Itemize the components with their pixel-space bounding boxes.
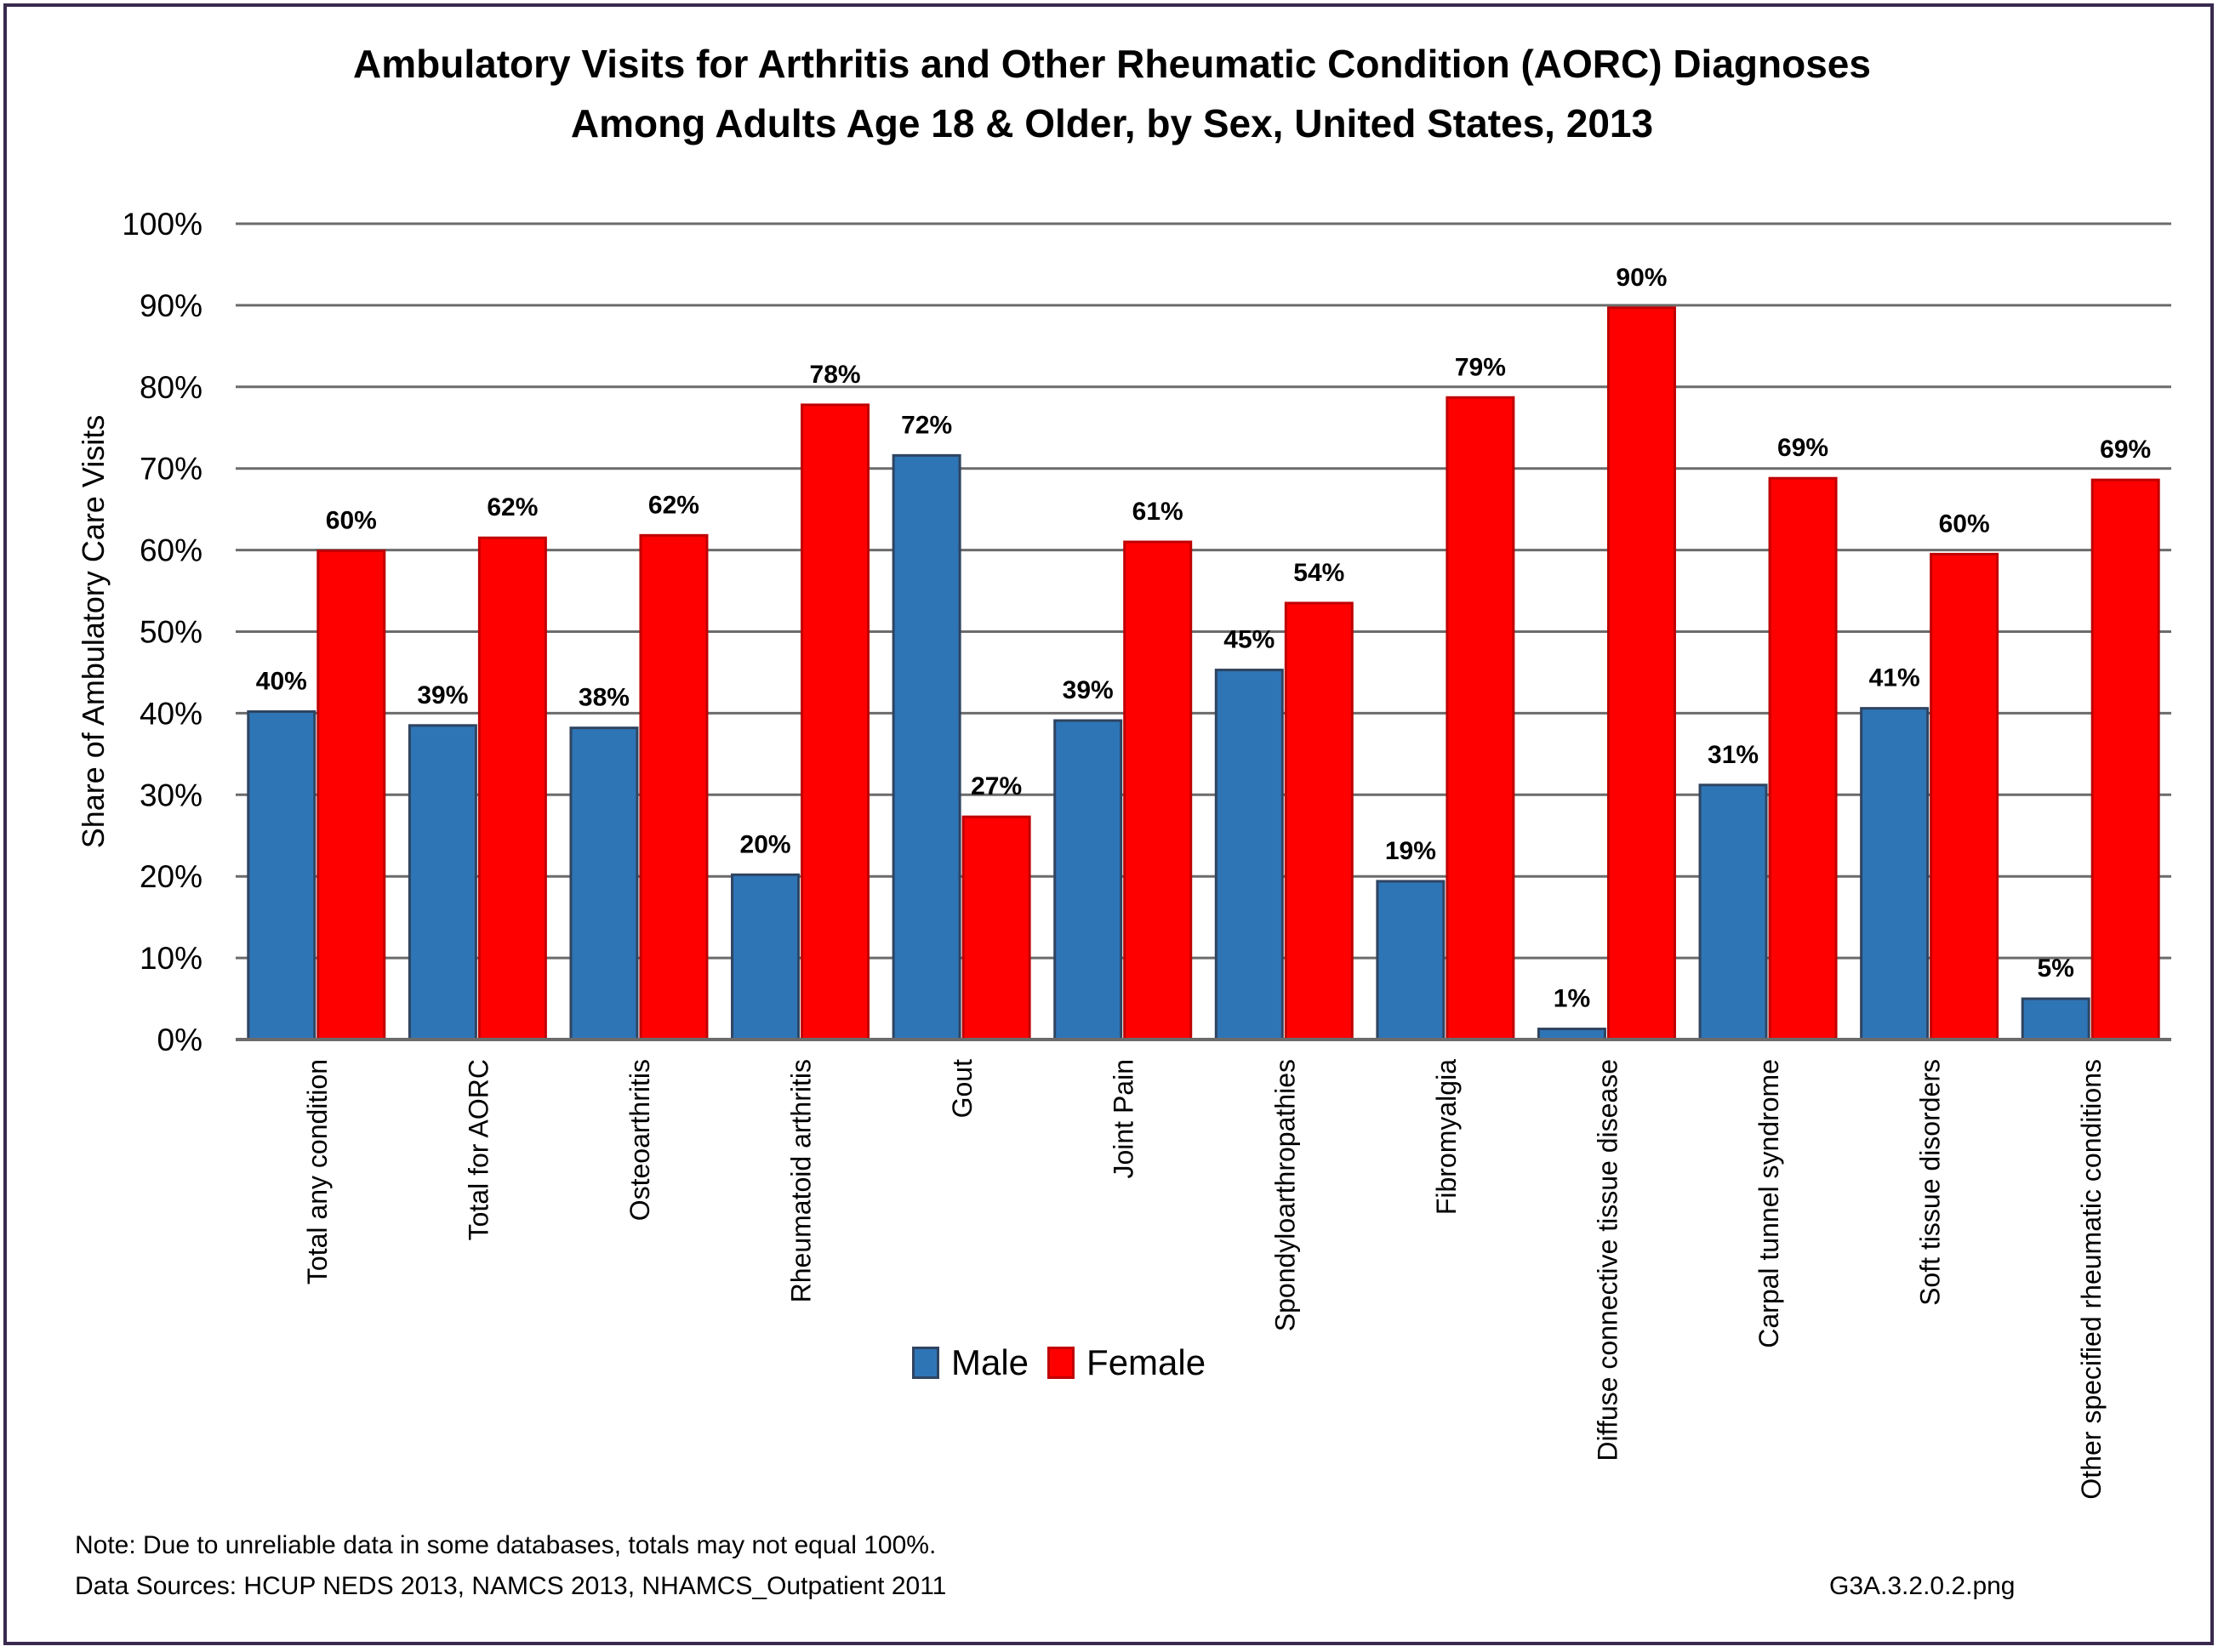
legend: Male Female bbox=[912, 1342, 1206, 1383]
y-tick-label: 30% bbox=[140, 778, 202, 812]
data-label-female: 69% bbox=[2100, 436, 2151, 464]
footnote: Note: Due to unreliable data in some dat… bbox=[75, 1531, 937, 1559]
y-tick-label: 80% bbox=[140, 370, 202, 405]
bar-female bbox=[316, 550, 386, 1041]
data-label-female: 62% bbox=[648, 491, 699, 519]
bar-male bbox=[569, 726, 639, 1041]
legend-label-female: Female bbox=[1086, 1342, 1206, 1382]
x-tick-label: Osteoarthritis bbox=[624, 1059, 655, 1221]
bar-male bbox=[731, 873, 801, 1041]
data-label-male: 31% bbox=[1708, 741, 1759, 769]
x-tick-label: Other specified rheumatic conditions bbox=[2076, 1059, 2107, 1500]
bar-female bbox=[1446, 396, 1515, 1041]
data-label-female: 54% bbox=[1293, 559, 1344, 587]
y-tick-label: 60% bbox=[140, 533, 202, 568]
y-tick-label: 40% bbox=[140, 696, 202, 731]
data-label-male: 40% bbox=[256, 667, 307, 695]
data-label-female: 79% bbox=[1455, 353, 1506, 381]
bar-female bbox=[477, 536, 547, 1041]
filename-label: G3A.3.2.0.2.png bbox=[1829, 1572, 2016, 1600]
y-tick-label: 10% bbox=[140, 941, 202, 976]
chart-frame bbox=[3, 3, 2214, 1645]
y-tick-label: 50% bbox=[140, 615, 202, 650]
bar-female bbox=[1284, 601, 1354, 1041]
bar-female bbox=[2090, 478, 2160, 1041]
y-tick-label: 70% bbox=[140, 452, 202, 487]
y-tick-label: 20% bbox=[140, 859, 202, 894]
data-label-female: 27% bbox=[971, 772, 1022, 800]
x-tick-label: Soft tissue disorders bbox=[1915, 1059, 1946, 1306]
legend-label-male: Male bbox=[951, 1342, 1029, 1382]
data-label-male: 20% bbox=[740, 830, 791, 858]
bar-female bbox=[1123, 540, 1193, 1041]
data-label-male: 41% bbox=[1869, 664, 1920, 692]
bar-female bbox=[1768, 476, 1838, 1041]
data-label-male: 45% bbox=[1223, 626, 1275, 654]
data-label-male: 1% bbox=[1554, 985, 1590, 1013]
y-tick-label: 90% bbox=[140, 288, 202, 323]
x-tick-label: Joint Pain bbox=[1109, 1059, 1139, 1179]
y-axis-label: Share of Ambulatory Care Visits bbox=[76, 415, 111, 849]
y-tick-label: 0% bbox=[157, 1023, 202, 1057]
data-label-female: 90% bbox=[1616, 264, 1667, 292]
legend-swatch-female bbox=[1047, 1347, 1075, 1379]
bar-female bbox=[1930, 552, 1999, 1041]
bar-male bbox=[1053, 719, 1123, 1041]
data-label-male: 39% bbox=[417, 681, 468, 709]
bar-male bbox=[2021, 997, 2090, 1041]
data-sources: Data Sources: HCUP NEDS 2013, NAMCS 2013… bbox=[75, 1572, 947, 1600]
legend-swatch-male bbox=[912, 1347, 939, 1379]
data-label-female: 60% bbox=[326, 507, 377, 535]
data-label-female: 78% bbox=[810, 361, 861, 389]
data-label-male: 72% bbox=[901, 411, 952, 439]
bar-male bbox=[1860, 707, 1930, 1041]
bar-male bbox=[1376, 880, 1446, 1041]
bar-female bbox=[801, 403, 870, 1041]
bar-male bbox=[892, 453, 961, 1041]
bar-male bbox=[408, 724, 477, 1041]
data-label-female: 62% bbox=[487, 493, 538, 521]
x-tick-label: Spondyloarthropathies bbox=[1269, 1059, 1300, 1331]
x-tick-label: Carpal tunnel syndrome bbox=[1754, 1059, 1784, 1348]
x-tick-label: Diffuse connective tissue disease bbox=[1592, 1059, 1622, 1461]
bar-female bbox=[639, 533, 709, 1041]
bar-female bbox=[961, 815, 1031, 1041]
x-tick-label: Total for AORC bbox=[463, 1059, 493, 1240]
data-label-female: 69% bbox=[1777, 434, 1828, 462]
data-label-male: 38% bbox=[579, 684, 630, 712]
data-label-female: 60% bbox=[1939, 510, 1990, 538]
data-label-female: 61% bbox=[1132, 498, 1183, 526]
x-tick-label: Rheumatoid arthritis bbox=[786, 1059, 817, 1302]
bar-female bbox=[1606, 306, 1676, 1041]
y-tick-label: 100% bbox=[122, 207, 202, 242]
bar-male bbox=[1698, 783, 1768, 1041]
data-label-male: 39% bbox=[1063, 676, 1114, 704]
bar-male bbox=[1214, 669, 1284, 1041]
data-label-male: 19% bbox=[1385, 837, 1436, 865]
x-tick-label: Gout bbox=[947, 1059, 978, 1118]
chart-subtitle: Among Adults Age 18 & Older, by Sex, Uni… bbox=[570, 101, 1654, 145]
data-label-male: 5% bbox=[2038, 954, 2074, 983]
chart-title: Ambulatory Visits for Arthritis and Othe… bbox=[353, 42, 1871, 86]
x-tick-label: Total any condition bbox=[302, 1059, 333, 1285]
bar-male bbox=[247, 709, 316, 1041]
x-tick-label: Fibromyalgia bbox=[1431, 1059, 1462, 1215]
